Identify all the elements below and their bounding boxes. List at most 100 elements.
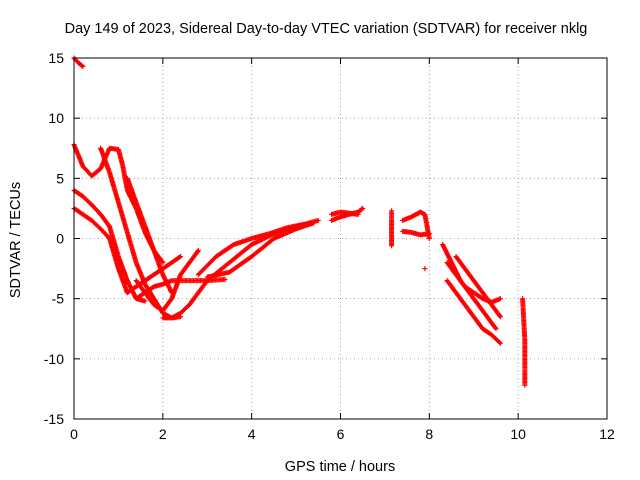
x-tick-label: 8: [425, 426, 433, 442]
data-point-run: [98, 145, 112, 174]
data-point-run: [409, 229, 422, 238]
x-tick-label: 4: [248, 426, 256, 442]
data-point-run: [142, 272, 156, 284]
data-point-run: [520, 296, 528, 342]
data-point-run: [124, 229, 139, 264]
data-point-run: [444, 260, 458, 277]
data-point-run: [169, 311, 182, 321]
data-point-run: [115, 146, 126, 168]
data-point-run: [80, 163, 94, 178]
data-point-run: [178, 261, 192, 278]
data-point-run: [186, 248, 201, 266]
data-point-run: [462, 266, 476, 283]
data-point-run: [329, 209, 342, 217]
data-point-run: [107, 169, 121, 204]
data-point-run: [160, 260, 174, 272]
data-point-run: [115, 199, 130, 234]
series-arc-g: [124, 254, 184, 296]
data-point-run: [80, 211, 94, 223]
x-tick-label: 0: [70, 426, 78, 442]
data-point-run: [271, 226, 298, 241]
tick-labels-layer: 0 2 4 6 8 10 12 -15 -10 -5 0 5 10 15: [44, 50, 615, 442]
series-arc-v: [453, 254, 503, 320]
data-point-run: [151, 266, 165, 278]
data-point-run: [186, 291, 201, 308]
data-point-run: [389, 219, 395, 249]
data-point-run: [249, 231, 271, 241]
data-point-run: [522, 362, 528, 388]
data-point-run: [417, 231, 432, 238]
data-point-run: [453, 290, 467, 307]
data-point-run: [133, 278, 147, 295]
series-arc-q: [400, 228, 432, 238]
data-point-run: [124, 175, 139, 204]
series-arc-w: [520, 296, 528, 388]
data-point-run: [115, 266, 130, 296]
data-point-run: [160, 297, 174, 314]
data-point-run: [213, 242, 236, 260]
data-point-run: [178, 303, 191, 316]
data-point-run: [302, 217, 321, 227]
data-point-run: [522, 338, 528, 367]
series-arc-o: [389, 208, 395, 249]
data-point-run: [226, 254, 254, 275]
series-arc-e: [98, 145, 184, 321]
data-point-run: [266, 225, 289, 237]
data-point-run: [204, 269, 231, 280]
series-arc-f: [124, 175, 166, 266]
data-point-run: [80, 193, 94, 207]
data-point-run: [389, 208, 395, 223]
data-point-run: [249, 236, 276, 260]
x-tick-label: 6: [337, 426, 345, 442]
data-point: [422, 266, 428, 272]
data-point-run: [195, 255, 218, 278]
data-point-run: [453, 254, 467, 270]
data-point-run: [231, 236, 253, 248]
data-point-run: [124, 284, 138, 296]
data-point-run: [462, 302, 476, 319]
series-arc-u: [444, 278, 503, 346]
grid-layer: [74, 58, 607, 419]
y-tick-label: 5: [56, 170, 64, 186]
data-point-run: [444, 278, 458, 295]
data-point-run: [142, 223, 156, 252]
data-point-run: [471, 314, 485, 331]
data-point-run: [440, 242, 454, 264]
data-point-run: [169, 278, 191, 284]
data-point-run: [115, 254, 130, 282]
y-tick-label: 0: [56, 231, 64, 247]
data-point-run: [489, 302, 503, 320]
y-tick-label: 10: [48, 110, 64, 126]
x-tick-label: 10: [510, 426, 526, 442]
x-tick-label: 12: [599, 426, 615, 442]
data-point-run: [417, 209, 427, 217]
data-point-run: [400, 228, 413, 235]
data-point-run: [89, 167, 103, 179]
data-point-run: [475, 302, 489, 319]
data-point-run: [89, 217, 103, 231]
data-point-run: [107, 223, 121, 258]
chart-title: Day 149 of 2023, Sidereal Day-to-day VTE…: [65, 21, 588, 37]
data-point-run: [484, 314, 499, 332]
data-point-run: [186, 278, 209, 284]
data-point-run: [142, 284, 156, 296]
y-tick-label: -5: [52, 291, 65, 307]
y-axis-label: SDTVAR / TECUs: [8, 182, 24, 298]
data-points-layer: [71, 55, 528, 388]
data-point-run: [107, 236, 121, 270]
series-arc-l: [195, 217, 321, 278]
y-tick-label: 15: [48, 50, 64, 66]
y-tick-label: -15: [44, 411, 64, 427]
data-point-run: [462, 284, 476, 295]
data-point-run: [75, 60, 86, 69]
data-point-run: [489, 332, 503, 346]
data-point-run: [98, 211, 112, 228]
data-point-run: [169, 254, 184, 266]
data-point-run: [466, 290, 480, 307]
axis-ticks-layer: [73, 57, 608, 420]
data-point-run: [133, 290, 147, 302]
data-point-run: [480, 290, 494, 307]
series-arc-n: [329, 209, 361, 217]
data-point-run: [480, 326, 493, 337]
